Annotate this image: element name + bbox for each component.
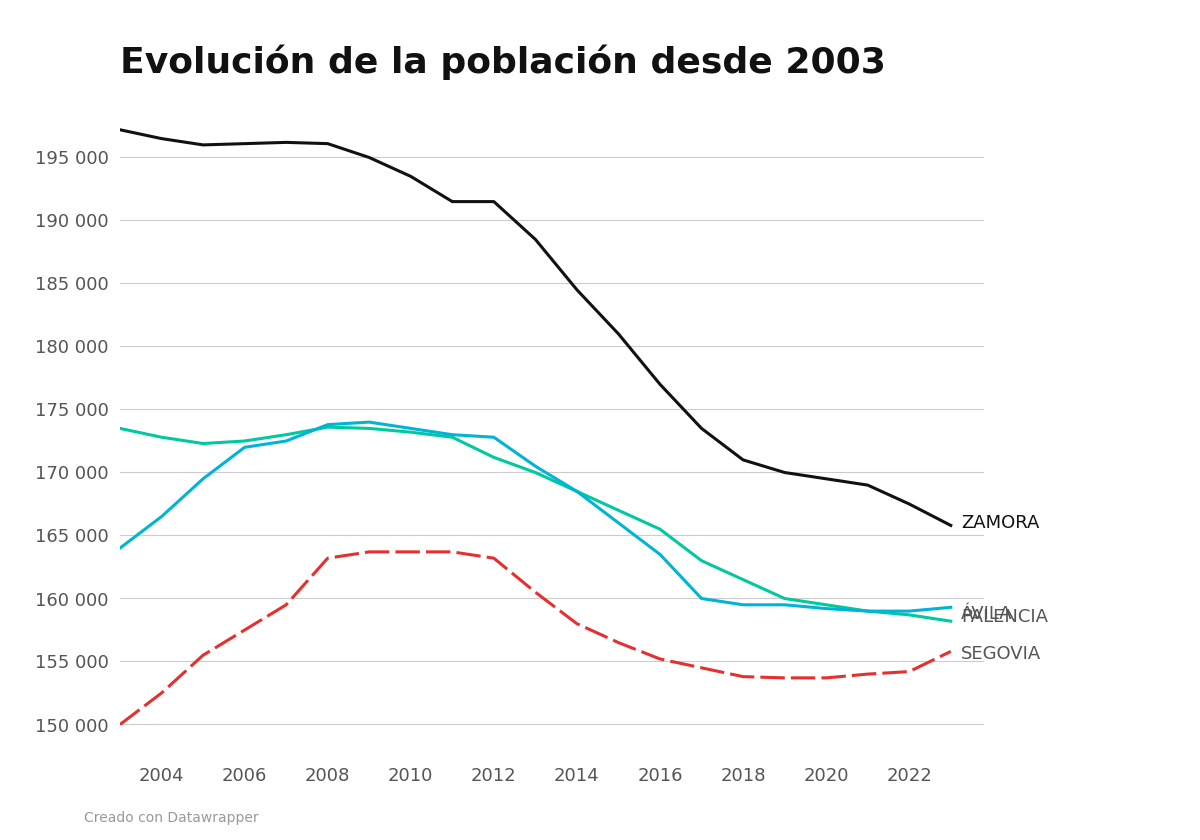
Text: Creado con Datawrapper: Creado con Datawrapper [84,811,259,825]
Text: PALENCIA: PALENCIA [961,608,1048,627]
Text: Evolución de la población desde 2003: Evolución de la población desde 2003 [120,45,886,80]
Text: ZAMORA: ZAMORA [961,514,1039,532]
Text: ÁVILA: ÁVILA [961,605,1013,622]
Text: SEGOVIA: SEGOVIA [961,645,1042,663]
